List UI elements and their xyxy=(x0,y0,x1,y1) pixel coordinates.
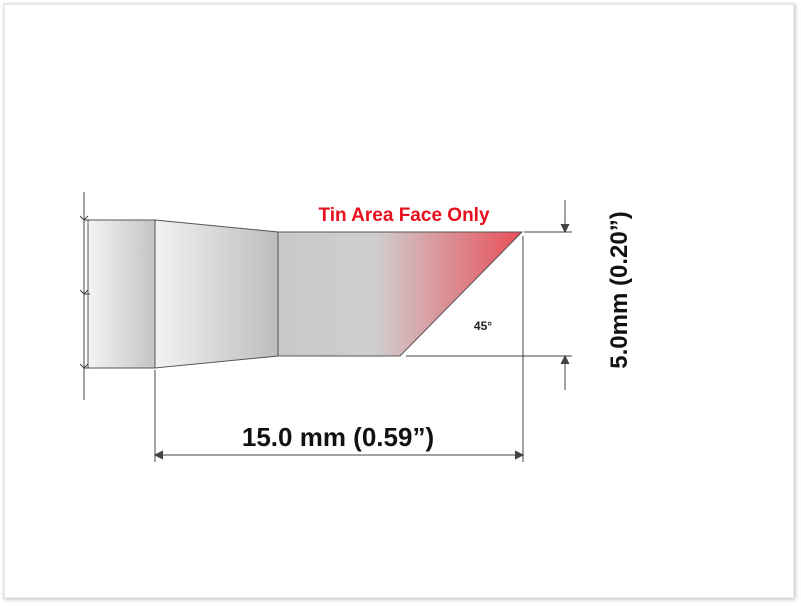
angle-label: 45° xyxy=(474,319,492,333)
tin-label: Tin Area Face Only xyxy=(318,205,489,226)
height-label: 5.0mm (0.20”) xyxy=(606,211,633,368)
length-label: 15.0 mm (0.59”) xyxy=(242,422,434,452)
dimension-lines xyxy=(79,192,572,462)
tip-shape xyxy=(87,219,524,369)
